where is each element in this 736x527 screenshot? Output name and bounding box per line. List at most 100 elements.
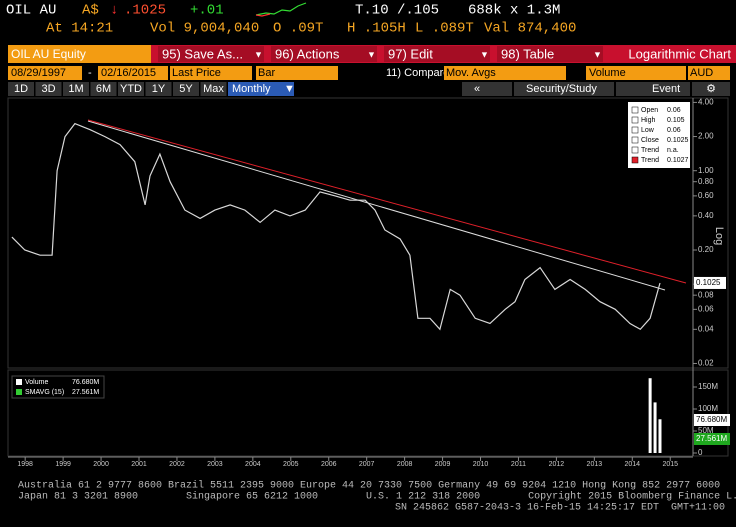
mov-avgs-dropdown[interactable] <box>444 66 566 80</box>
period-button[interactable] <box>8 82 34 96</box>
start-date-field[interactable] <box>8 66 82 80</box>
x-tick-label: 2014 <box>624 461 640 468</box>
y-tick-label: 0 <box>698 448 703 457</box>
menu-label: 95) Save As... <box>162 46 243 61</box>
y-tick-label: 0.02 <box>698 359 714 368</box>
menu-label: 98) Table <box>501 46 554 61</box>
x-tick-label: 2007 <box>359 461 375 468</box>
end-date-field[interactable] <box>98 66 168 80</box>
menu-button[interactable] <box>271 46 377 62</box>
legend-swatch <box>631 156 639 164</box>
y-axis-label: Log <box>713 227 725 245</box>
x-tick-label: 2009 <box>435 461 451 468</box>
sparkline <box>255 2 307 16</box>
x-tick-label: 1998 <box>17 461 33 468</box>
security-field[interactable] <box>8 45 151 63</box>
dropdown-arrow: ▼ <box>284 83 295 95</box>
size: 688k x 1.3M <box>468 3 560 19</box>
value: Val 874,400 <box>484 21 576 37</box>
security-study: Security/Study <box>526 83 597 95</box>
x-tick-label: 2008 <box>397 461 413 468</box>
period-label: 1D <box>14 83 28 95</box>
menu-arrow: ▼ <box>480 49 489 59</box>
y-tick-label: 150M <box>698 382 718 391</box>
footer-line: Japan 81 3 3201 8900 Singapore 65 6212 1… <box>18 491 736 503</box>
legend-box <box>11 375 105 399</box>
period-button[interactable] <box>173 82 199 96</box>
legend-name: Volume <box>25 379 48 386</box>
security: OIL AU Equity <box>11 47 86 61</box>
period-button[interactable] <box>63 82 89 96</box>
date-separator: - <box>88 67 92 79</box>
event: Event <box>652 83 680 95</box>
field: Last Price <box>172 67 221 79</box>
volume-panel <box>7 369 729 457</box>
period-label: 1Y <box>152 83 166 95</box>
time: At 14:21 <box>46 21 113 37</box>
x-tick-label: 2000 <box>93 461 109 468</box>
trend-line <box>87 120 666 291</box>
menu-label: 96) Actions <box>275 46 340 61</box>
open: O .09T <box>273 21 323 37</box>
y-tick-label: 0.08 <box>698 290 714 299</box>
y-tick-label: 100M <box>698 404 718 413</box>
frequency: Monthly <box>232 83 271 95</box>
x-tick-label: 2011 <box>511 461 526 468</box>
legend-name: Trend <box>641 157 659 164</box>
x-tick-label: 2006 <box>321 461 337 468</box>
field-dropdown[interactable] <box>170 66 252 80</box>
x-tick-label: 2002 <box>169 461 185 468</box>
volume-bar <box>658 419 662 453</box>
period-label: 1M <box>68 83 83 95</box>
y-tick-label: 1.00 <box>698 166 714 175</box>
bid-ask: T.10 /.105 <box>355 3 439 19</box>
trend-line-red <box>87 119 687 284</box>
x-tick-label: 1999 <box>55 461 71 468</box>
compare[interactable]: 11) Compare <box>386 67 449 79</box>
frequency-dropdown[interactable] <box>228 82 294 96</box>
legend-value: 76.680M <box>72 379 99 386</box>
lower-dropdown[interactable] <box>586 66 686 80</box>
y-tick-label: 2.00 <box>698 132 714 141</box>
event-button[interactable] <box>616 82 690 96</box>
menu-button[interactable] <box>384 46 490 62</box>
style-dropdown[interactable] <box>256 66 338 80</box>
menu-arrow: ▼ <box>593 49 602 59</box>
menu-button[interactable] <box>497 46 603 62</box>
period-label: 3D <box>41 83 55 95</box>
last-price-label: 0.1025 <box>696 278 721 287</box>
x-tick-label: 2013 <box>587 461 603 468</box>
legend-value: 0.105 <box>667 117 685 124</box>
y-tick-label: 4.00 <box>698 98 714 107</box>
high: H .105H <box>347 21 406 37</box>
sparkline-down <box>255 13 271 17</box>
menu-button[interactable] <box>158 46 264 62</box>
currency-select: AUD <box>690 67 713 79</box>
style: Bar <box>258 67 275 79</box>
period-button[interactable] <box>35 82 62 96</box>
legend-value: n.a. <box>667 147 679 154</box>
security-study-button[interactable] <box>514 82 614 96</box>
chart-title: Logarithmic Chart <box>628 46 731 61</box>
period-button[interactable] <box>90 82 117 96</box>
lower: Volume <box>589 67 626 79</box>
price-panel <box>7 97 729 369</box>
currency: A$ <box>82 3 99 19</box>
period-label: Max <box>203 83 224 95</box>
legend-name: Open <box>641 107 658 114</box>
x-tick-label: 2012 <box>549 461 565 468</box>
down-arrow: ↓ <box>110 3 118 19</box>
period-button[interactable] <box>200 82 227 96</box>
period-label: 5Y <box>179 83 193 95</box>
legend-value: 0.06 <box>667 107 681 114</box>
legend-name: High <box>641 117 656 124</box>
back-button[interactable] <box>462 82 512 96</box>
y-tick-label: 0.80 <box>698 177 714 186</box>
back: « <box>474 83 480 95</box>
legend-swatch <box>631 146 639 154</box>
period-button[interactable] <box>118 82 144 96</box>
currency-dropdown[interactable] <box>688 66 730 80</box>
period-button[interactable] <box>145 82 172 96</box>
settings-button[interactable] <box>692 82 730 96</box>
